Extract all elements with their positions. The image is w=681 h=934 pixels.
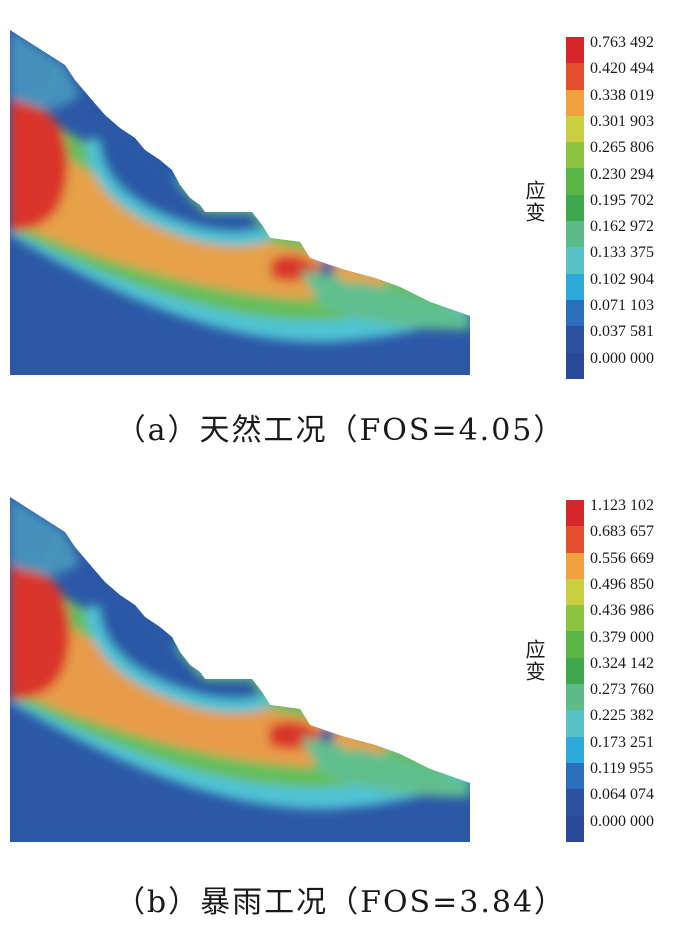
legend-label: 0.119 955 — [590, 760, 654, 777]
panel-b: 1.123 102 0.683 657 0.556 669 0.496 850 0.43… — [0, 467, 681, 934]
quantity-label-a: 应变 — [522, 180, 546, 224]
caption-b: （b）暴雨工况（FOS=3.84） — [114, 885, 567, 920]
legend-label: 0.162 972 — [590, 218, 654, 236]
colorbar-swatch — [566, 736, 584, 763]
colorbar-swatch — [566, 526, 584, 553]
legend-label: 0.379 000 — [590, 628, 654, 646]
legend-label: 0.071 103 — [590, 297, 654, 314]
legend-label: 0.683 657 — [590, 523, 654, 541]
strain-contour-plot-a — [10, 30, 470, 375]
colorbar-swatch — [566, 710, 584, 737]
colorbar-swatch — [566, 684, 584, 711]
colorbar-swatch — [566, 194, 584, 222]
colorbar-swatch — [566, 326, 584, 353]
legend-label: 0.265 806 — [590, 139, 654, 157]
colorbar-swatch — [566, 273, 584, 300]
legend-label: 0.230 294 — [590, 165, 654, 183]
colorbar-swatch — [566, 115, 584, 143]
legend-label: 0.496 850 — [590, 575, 654, 593]
colorbar-b — [566, 500, 584, 842]
colorbar-swatch — [566, 578, 584, 606]
strain-contour-plot-b — [10, 497, 470, 842]
colorbar-swatch — [566, 815, 584, 842]
colorbar-swatch — [566, 89, 584, 116]
colorbar-swatch — [566, 247, 584, 274]
legend-label: 0.436 986 — [590, 602, 654, 620]
legend-label: 0.000 000 — [590, 349, 654, 367]
legend-label: 0.000 000 — [590, 812, 654, 830]
colorbar-swatch — [566, 605, 584, 632]
legend-label: 0.338 019 — [590, 86, 654, 104]
legend-label: 0.102 904 — [590, 270, 654, 288]
colorbar-swatch — [566, 762, 584, 790]
legend-label: 0.763 492 — [590, 34, 654, 51]
colorbar-swatch — [566, 352, 584, 379]
legend-label: 0.301 903 — [590, 112, 654, 130]
colorbar-swatch — [566, 299, 584, 327]
colorbar-swatch — [566, 552, 584, 579]
colorbar-swatch — [566, 789, 584, 816]
legend-label: 0.273 760 — [590, 681, 654, 699]
legend-label: 0.064 074 — [590, 786, 654, 804]
colorbar-swatch — [566, 63, 584, 90]
legend-label: 0.133 375 — [590, 244, 654, 262]
legend-label: 0.556 669 — [590, 549, 654, 567]
legend-label: 1.123 102 — [590, 497, 654, 514]
colorbar-swatch — [566, 168, 584, 195]
legend-label: 0.324 142 — [590, 654, 654, 672]
legend-label: 0.037 581 — [590, 323, 654, 341]
colorbar-swatch — [566, 37, 584, 64]
legend-label: 0.420 494 — [590, 60, 654, 78]
colorbar-swatch — [566, 657, 584, 685]
colorbar-swatch — [566, 142, 584, 169]
panel-a: 0.763 492 0.420 494 0.338 019 0.301 903 0.26… — [10, 30, 654, 448]
colorbar-a — [566, 37, 584, 379]
caption-a: （a）天然工况（FOS=4.05） — [115, 413, 566, 448]
quantity-label-b: 应变 — [522, 639, 546, 683]
legend-label: 0.225 382 — [590, 707, 654, 725]
legend-label: 0.173 251 — [590, 733, 654, 751]
colorbar-swatch — [566, 631, 584, 658]
legend-label: 0.195 702 — [590, 191, 654, 209]
colorbar-swatch — [566, 221, 584, 248]
colorbar-swatch — [566, 500, 584, 527]
